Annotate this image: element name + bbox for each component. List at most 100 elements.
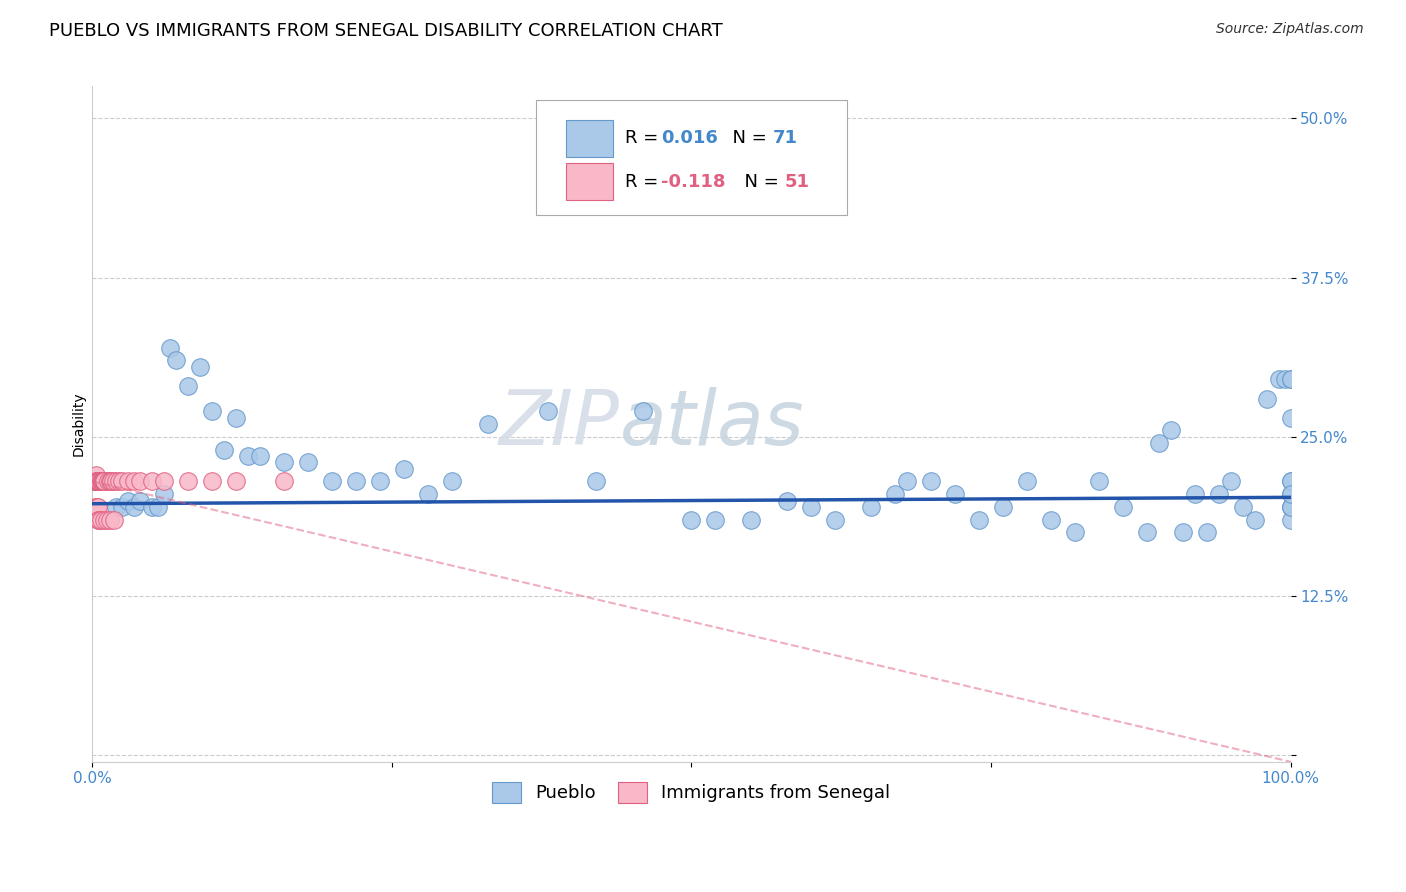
Point (141, 500, 163, 514)
Point (344, 475, 367, 489)
Point (89, 475, 111, 489)
Point (368, 475, 391, 489)
Point (84, 468, 107, 483)
Point (1184, 487, 1206, 501)
Text: 51: 51 (785, 173, 810, 191)
Point (1063, 525, 1085, 540)
Point (1279, 372, 1302, 386)
Point (86, 500, 108, 514)
Point (1232, 500, 1254, 514)
Point (188, 359, 211, 374)
Point (991, 500, 1014, 514)
Point (1279, 487, 1302, 501)
Point (117, 493, 139, 508)
Point (111, 475, 134, 489)
Point (1208, 487, 1230, 501)
Text: N =: N = (721, 129, 773, 147)
Point (90, 475, 112, 489)
Point (585, 475, 607, 489)
Point (704, 513, 727, 527)
Point (967, 513, 990, 527)
Point (225, 475, 247, 489)
Point (129, 475, 152, 489)
Point (896, 475, 918, 489)
Point (1171, 525, 1194, 540)
Point (1088, 475, 1111, 489)
Point (824, 513, 846, 527)
Point (101, 475, 124, 489)
Point (884, 487, 907, 501)
Point (98, 475, 121, 489)
Point (103, 513, 125, 527)
Point (1279, 475, 1302, 489)
Point (225, 410, 247, 425)
Text: 0.016: 0.016 (661, 129, 718, 147)
Point (89, 513, 111, 527)
Point (740, 513, 762, 527)
Point (90, 513, 112, 527)
Point (105, 475, 128, 489)
Point (392, 461, 415, 475)
Point (800, 500, 823, 514)
Point (1279, 487, 1302, 501)
Point (1279, 475, 1302, 489)
Point (86, 475, 108, 489)
Point (920, 475, 942, 489)
Point (177, 379, 200, 393)
Point (1279, 513, 1302, 527)
Point (776, 493, 799, 508)
Point (633, 404, 655, 418)
Point (1279, 500, 1302, 514)
Point (1279, 410, 1302, 425)
Text: R =: R = (626, 173, 665, 191)
Point (84, 475, 107, 489)
Point (1112, 500, 1135, 514)
Y-axis label: Disability: Disability (72, 392, 86, 457)
Point (249, 449, 271, 463)
Point (1256, 392, 1278, 406)
Point (177, 475, 200, 489)
FancyBboxPatch shape (536, 100, 848, 215)
Point (943, 487, 966, 501)
Point (93, 475, 115, 489)
Legend: Pueblo, Immigrants from Senegal: Pueblo, Immigrants from Senegal (481, 771, 901, 814)
Point (93, 475, 115, 489)
Point (111, 500, 134, 514)
Point (201, 404, 224, 418)
Point (87, 475, 110, 489)
Point (98, 513, 121, 527)
Text: ZIP: ZIP (499, 387, 620, 461)
Point (212, 442, 235, 457)
Point (86, 475, 108, 489)
Point (1274, 372, 1296, 386)
Point (860, 500, 883, 514)
Point (1039, 513, 1062, 527)
Point (1243, 513, 1265, 527)
Point (236, 449, 259, 463)
FancyBboxPatch shape (565, 162, 613, 200)
Point (153, 475, 176, 489)
Point (84, 475, 107, 489)
Point (107, 475, 129, 489)
Point (97, 475, 120, 489)
Point (297, 455, 319, 469)
Text: atlas: atlas (620, 387, 804, 461)
Point (83, 500, 105, 514)
Point (681, 513, 703, 527)
Point (416, 487, 439, 501)
Point (90, 475, 112, 489)
Point (165, 353, 187, 368)
Point (87, 475, 110, 489)
Point (86, 475, 108, 489)
Point (1267, 372, 1289, 386)
Point (122, 475, 145, 489)
Point (1147, 436, 1170, 450)
Point (1279, 500, 1302, 514)
Text: -0.118: -0.118 (661, 173, 725, 191)
Point (87, 513, 110, 527)
Point (201, 475, 224, 489)
Point (84, 475, 107, 489)
Point (91, 475, 114, 489)
Point (1195, 525, 1218, 540)
Point (96, 513, 118, 527)
